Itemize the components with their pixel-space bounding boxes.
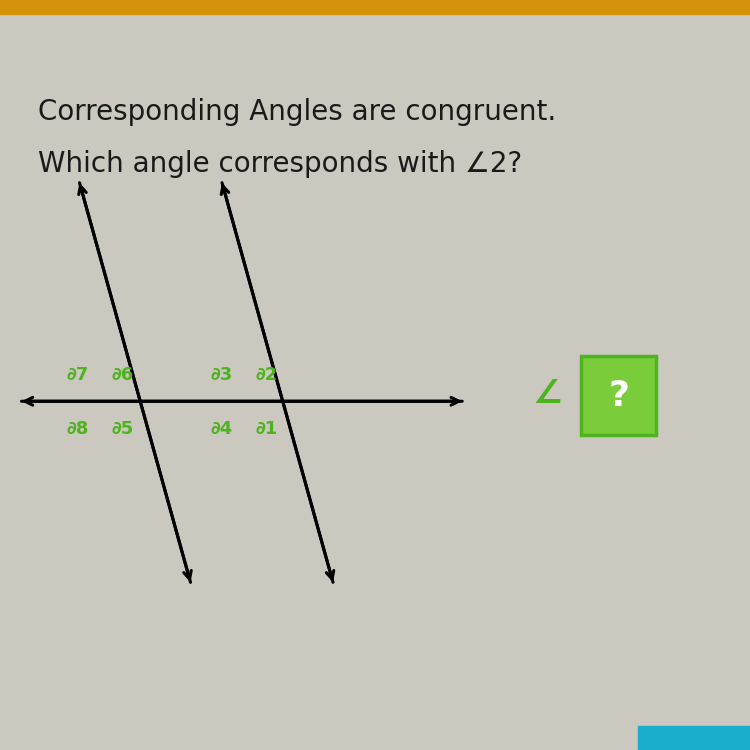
Text: ∂6: ∂6 [111, 366, 134, 384]
Text: ∂5: ∂5 [111, 420, 134, 438]
Text: ∂2: ∂2 [255, 366, 278, 384]
Text: ∂4: ∂4 [210, 420, 232, 438]
Text: ∂8: ∂8 [66, 420, 88, 438]
Text: Corresponding Angles are congruent.: Corresponding Angles are congruent. [38, 98, 556, 125]
Text: ?: ? [608, 379, 629, 412]
Text: ∂3: ∂3 [210, 366, 232, 384]
Text: ∂7: ∂7 [66, 366, 88, 384]
Text: ∠: ∠ [532, 377, 562, 410]
Text: ∂1: ∂1 [255, 420, 278, 438]
Text: Which angle corresponds with ∠2?: Which angle corresponds with ∠2? [38, 150, 522, 178]
Bar [0, 0, 750, 13]
FancyBboxPatch shape [581, 356, 656, 435]
Bar [638, 726, 750, 750]
